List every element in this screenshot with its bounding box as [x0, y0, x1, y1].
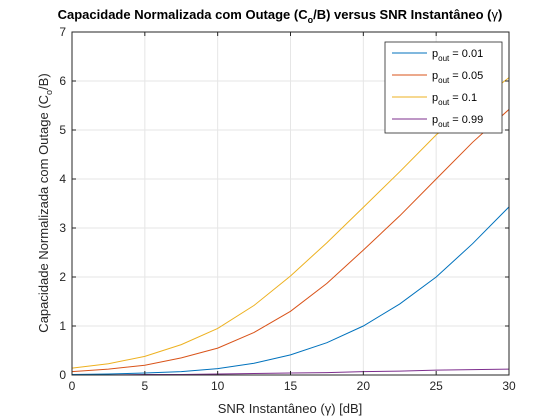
y-tick-label: 0	[59, 368, 66, 382]
x-tick-label: 25	[429, 379, 443, 393]
legend-box	[384, 41, 503, 134]
y-tick-label: 7	[59, 25, 66, 39]
y-axis-label: Capacidade Normalizada com Outage (Co/B)	[36, 73, 54, 332]
y-tick-label: 2	[59, 270, 66, 284]
x-tick-label: 30	[502, 379, 516, 393]
y-tick-label: 1	[59, 319, 66, 333]
x-tick-label: 5	[141, 379, 148, 393]
legend-label-2: pout = 0.05	[432, 70, 483, 85]
legend-label-3: pout = 0.1	[432, 92, 477, 107]
ticks: 0 5 10 15 20 25 30 0 1 2 3 4 5 6 7	[59, 25, 516, 393]
chart-title: Capacidade Normalizada com Outage (Co/B)…	[58, 7, 503, 25]
x-tick-label: 0	[69, 379, 76, 393]
series-line-2	[71, 109, 510, 373]
x-tick-label: 15	[284, 379, 298, 393]
x-tick-label: 20	[357, 379, 371, 393]
y-tick-label: 3	[59, 221, 66, 235]
series-line-3	[71, 77, 510, 369]
y-tick-label: 5	[59, 123, 66, 137]
y-tick-label: 6	[59, 74, 66, 88]
legend-label-4: pout = 0.99	[432, 114, 483, 129]
y-tick-label: 4	[59, 172, 66, 186]
legend: pout = 0.01 pout = 0.05 pout = 0.1 pout = 0…	[384, 41, 503, 134]
legend-label-1: pout = 0.01	[432, 48, 483, 63]
x-tick-label: 10	[211, 379, 225, 393]
x-axis-label: SNR Instantâneo (γ) [dB]	[218, 401, 363, 416]
